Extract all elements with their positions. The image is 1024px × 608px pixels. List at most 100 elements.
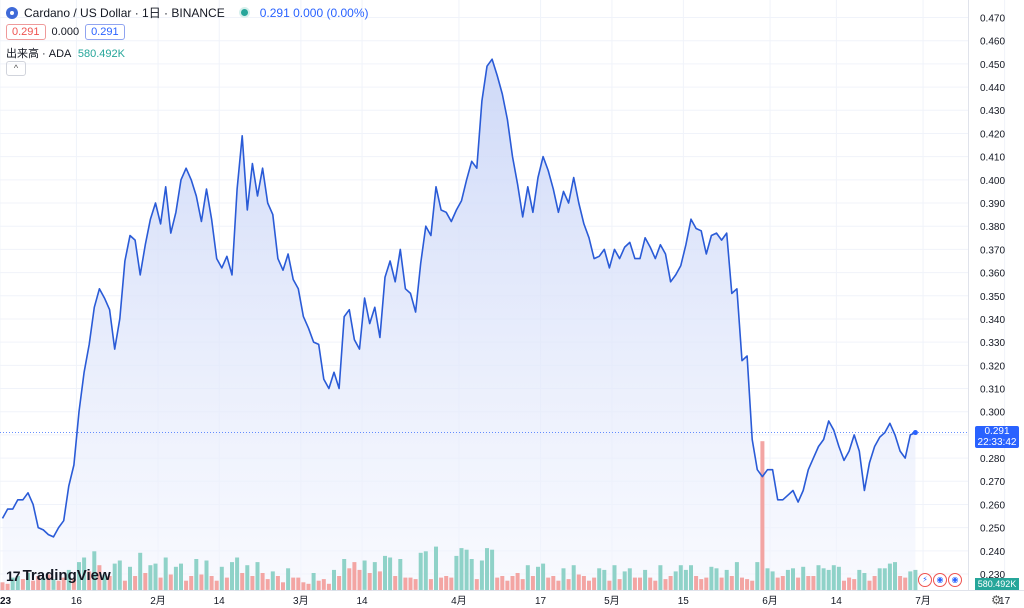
volume-bar	[678, 565, 683, 590]
volume-bar	[882, 568, 887, 590]
volume-bar	[801, 566, 806, 591]
time-tick-label: 14	[356, 596, 368, 607]
time-tick-label: 4月	[451, 595, 467, 607]
volume-bar	[133, 576, 138, 590]
volume-bar	[286, 568, 291, 590]
volume-bar	[173, 566, 178, 591]
volume-bar	[265, 579, 270, 590]
volume-bar	[301, 582, 306, 591]
volume-bar	[607, 580, 612, 590]
volume-bar	[821, 568, 826, 590]
cardano-icon	[6, 6, 18, 19]
volume-bar	[20, 579, 25, 590]
time-axis[interactable]: 2023 16 2月 14 3月 14 4月 17 5月 15 6月 14 7月 17	[0, 595, 1011, 607]
volume-bar	[653, 580, 658, 590]
volume-bar	[199, 574, 204, 590]
volume-bar	[602, 569, 607, 591]
volume-bar	[82, 557, 87, 591]
volume-bar	[413, 579, 418, 590]
price-line[interactable]	[1, 58, 916, 538]
volume-bar	[683, 569, 688, 591]
sell-button[interactable]: 0.291	[6, 24, 46, 40]
time-tick-label: 2月	[150, 595, 166, 607]
volume-bar	[689, 565, 693, 590]
volume-bar	[168, 574, 173, 590]
price-tick-label: 0.360	[980, 269, 1005, 280]
volume-bar	[46, 574, 51, 590]
volume-bar	[627, 568, 632, 590]
volume-bar	[541, 563, 546, 590]
volume-bar	[887, 563, 892, 590]
price-axis[interactable]: 0.470 0.460 0.450 0.440 0.430 0.420 0.410 0.400…	[980, 14, 1005, 582]
volume-bar	[622, 571, 627, 590]
volume-bar	[214, 580, 219, 590]
collapse-legend-button[interactable]: ^	[6, 61, 26, 76]
price-tick-label: 0.300	[980, 408, 1005, 419]
volume-bar	[194, 559, 199, 590]
volume-bar	[796, 577, 801, 590]
volume-bar	[898, 576, 903, 590]
volume-bar	[112, 563, 117, 590]
chevron-up-icon: ^	[13, 63, 19, 73]
flash-event-icon[interactable]: ⚡	[918, 573, 932, 587]
volume-label: 出来高 · ADA	[6, 48, 71, 60]
volume-bar	[862, 573, 867, 591]
volume-bar	[377, 571, 382, 590]
price-tick-label: 0.390	[980, 199, 1005, 210]
volume-bar	[56, 580, 61, 590]
volume-bar	[0, 582, 5, 591]
volume-bar	[780, 576, 785, 590]
price-tick-label: 0.420	[980, 129, 1005, 140]
volume-bar	[811, 576, 816, 590]
price-tick-label: 0.310	[980, 385, 1005, 396]
volume-bar	[393, 576, 398, 590]
volume-bar	[148, 565, 153, 590]
volume-bar	[755, 562, 760, 590]
volume-bar	[321, 579, 326, 590]
us-flag-icon[interactable]: ◉	[948, 573, 962, 587]
volume-bar	[428, 579, 433, 590]
volume-bar	[831, 565, 836, 590]
buy-button[interactable]: 0.291	[85, 24, 125, 40]
volume-bar	[515, 573, 520, 591]
volume-bar	[26, 573, 30, 591]
price-tick-label: 0.460	[980, 37, 1005, 48]
price-tick-label: 0.280	[980, 454, 1005, 465]
volume-bar	[189, 576, 194, 590]
volume-bar	[525, 565, 530, 590]
volume-bar	[643, 569, 648, 591]
volume-bar	[383, 555, 387, 590]
tradingview-logo[interactable]: 17 TradingView	[6, 567, 111, 584]
volume-bar	[179, 563, 183, 590]
volume-bar	[31, 580, 36, 590]
us-flag-icon[interactable]: ◉	[933, 573, 947, 587]
volume-bar	[423, 551, 428, 591]
symbol-title[interactable]: Cardano / US Dollar · 1日 · BINANCE	[24, 6, 225, 20]
volume-bar	[352, 562, 357, 590]
market-status-icon	[240, 9, 248, 16]
volume-bar	[122, 580, 127, 590]
volume-bar	[530, 576, 535, 590]
price-tick-label: 0.450	[980, 60, 1005, 71]
volume-bar	[699, 579, 704, 590]
price-tick-label: 0.430	[980, 106, 1005, 117]
volume-bar	[658, 565, 663, 590]
volume-bar	[36, 576, 41, 590]
volume-bar	[806, 576, 811, 590]
volume-bar	[490, 549, 495, 590]
volume-bar	[245, 565, 250, 590]
volume-bar	[791, 568, 795, 590]
volume-bar	[765, 568, 770, 590]
volume-bar	[903, 577, 908, 590]
last-price-label: 0.291 22:33:42	[975, 426, 1019, 448]
volume-bar	[219, 566, 224, 591]
volume-bar	[734, 562, 739, 590]
volume-bar	[337, 576, 342, 590]
volume-bar	[908, 571, 913, 590]
volume-bar	[668, 576, 673, 590]
time-tick-label: 7月	[915, 595, 931, 607]
volume-bar	[714, 568, 719, 590]
volume-bar	[520, 579, 525, 590]
gear-icon[interactable]: ⚙	[991, 593, 1002, 607]
